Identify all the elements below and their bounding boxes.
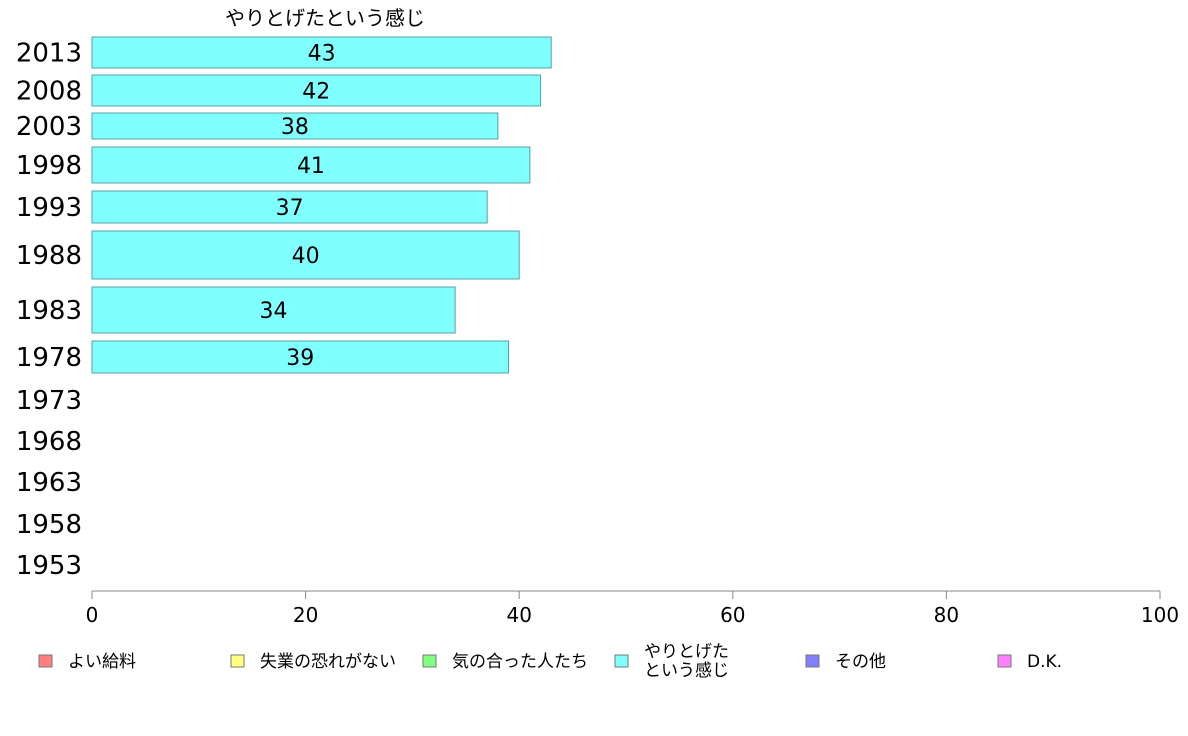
legend-label: 失業の恐れがない [260,652,396,672]
legend-item: 気の合った人たち [422,652,588,672]
y-tick-label: 2003 [16,112,82,142]
x-tick-label: 80 [934,603,959,627]
legend-item: よい給料 [38,652,136,672]
legend: よい給料 失業の恐れがない 気の合った人たち やりとげたという感じ その他 D.K. [38,642,1062,681]
legend-item: D.K. [997,652,1062,672]
y-tick-label: 1968 [16,427,82,457]
bar [91,74,542,107]
y-tick-label: 1993 [16,193,82,223]
chart-title: やりとげたという感じ [225,6,425,30]
bar-value-label: 37 [276,196,304,221]
y-tick-label: 1958 [16,510,82,540]
bar-value-label: 42 [302,80,330,105]
y-tick-label: 1988 [16,241,82,271]
bar [91,286,456,334]
x-tick-label: 0 [86,603,99,627]
bar [91,230,520,280]
legend-swatch [614,654,629,668]
legend-item: その他 [805,652,886,672]
legend-swatch [38,654,53,668]
y-tick-label: 1953 [16,551,82,581]
y-tick-label: 1998 [16,151,82,181]
legend-label: その他 [835,652,886,672]
y-tick-label: 1963 [16,468,82,498]
y-tick-label: 1978 [16,343,82,373]
x-tick-label: 20 [293,603,318,627]
legend-label: 気の合った人たち [452,652,588,672]
x-tick-label: 40 [506,603,531,627]
bar [91,112,499,140]
x-tick-label: 100 [1141,603,1179,627]
legend-swatch [805,654,820,668]
legend-swatch [230,654,245,668]
bars-group: 43 42 38 41 37 40 34 39 [91,36,552,374]
x-axis: 0 20 40 60 80 100 [86,590,1179,627]
y-tick-label: 2013 [16,39,82,69]
y-tick-label: 1983 [16,296,82,326]
legend-item: やりとげたという感じ [614,642,729,681]
bar-value-label: 34 [260,299,288,324]
legend-label: よい給料 [68,652,136,672]
y-tick-label: 1973 [16,386,82,416]
legend-swatch [997,654,1012,668]
bar [91,340,510,374]
bar [91,190,488,224]
bar-value-label: 43 [308,42,336,67]
legend-label: D.K. [1027,652,1062,672]
bar [91,146,531,184]
legend-swatch [422,654,437,668]
bar-value-label: 40 [292,244,320,269]
y-tick-label: 2008 [16,77,82,107]
legend-item: 失業の恐れがない [230,652,396,672]
legend-label: やりとげたという感じ [644,642,729,681]
x-tick-label: 60 [720,603,745,627]
bar-value-label: 41 [297,154,325,179]
bar [91,36,552,69]
y-axis-labels: 2013 2008 2003 1998 1993 1988 1983 1978 1973 1968… [16,39,82,582]
bar-value-label: 39 [286,346,314,371]
bar-value-label: 38 [281,115,309,140]
